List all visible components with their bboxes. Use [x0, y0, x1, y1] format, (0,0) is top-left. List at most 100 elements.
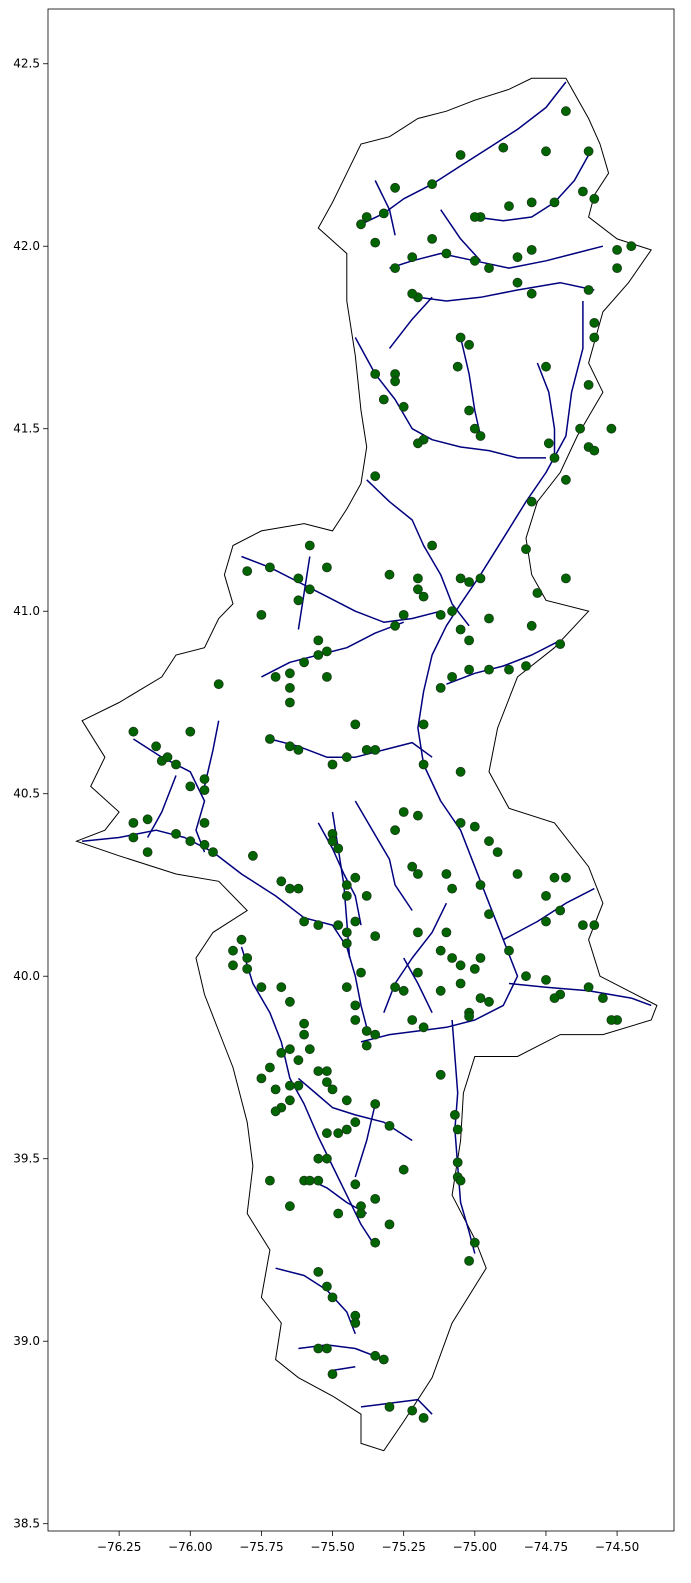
- gauge-point: [341, 752, 352, 763]
- gauge-point: [128, 832, 139, 843]
- x-tick-label: −75.75: [239, 1540, 283, 1554]
- gauge-point: [427, 540, 438, 551]
- gauge-point: [455, 978, 466, 989]
- gauge-point: [484, 836, 494, 847]
- gauge-point: [276, 982, 287, 993]
- gauge-point: [441, 869, 452, 879]
- gauge-point: [350, 1117, 361, 1128]
- gauge-point: [284, 1095, 295, 1106]
- gauge-point: [276, 1048, 287, 1058]
- gauge-point: [361, 745, 372, 755]
- gauge-point: [199, 818, 210, 828]
- gauge-point: [427, 233, 438, 244]
- gauge-point: [284, 996, 295, 1007]
- gauge-point: [492, 847, 503, 857]
- river-line: [502, 887, 595, 941]
- gauge-point: [455, 150, 466, 160]
- y-tick-label: 41.0: [13, 604, 40, 618]
- gauge-point: [441, 927, 452, 938]
- gauge-point: [455, 766, 466, 777]
- gauge-point: [128, 818, 139, 828]
- gauge-point: [541, 975, 551, 985]
- gauge-point: [390, 825, 401, 836]
- gauge-point: [418, 1413, 429, 1423]
- gauge-point: [284, 1080, 295, 1091]
- gauge-point: [418, 591, 429, 602]
- gauge-point: [171, 759, 181, 770]
- gauge-point: [236, 934, 247, 945]
- gauge-point: [256, 982, 267, 993]
- y-tick-label: 38.5: [13, 1517, 40, 1531]
- gauge-point: [455, 573, 466, 584]
- gauge-point: [498, 142, 509, 153]
- river-line: [241, 555, 441, 623]
- plot-frame: [47, 8, 675, 1532]
- gauge-point: [321, 672, 332, 682]
- river-line: [360, 81, 567, 225]
- gauge-point: [341, 927, 352, 938]
- gauge-point: [341, 1095, 352, 1106]
- gauge-point: [526, 244, 537, 255]
- gauge-point: [561, 474, 571, 485]
- gauge-point: [541, 146, 551, 157]
- gauge-point: [390, 182, 401, 193]
- gauge-point: [469, 1237, 480, 1248]
- gauge-point: [578, 186, 588, 197]
- gauge-point: [270, 1084, 281, 1095]
- gauge-point: [284, 1044, 295, 1055]
- gauge-point: [171, 829, 181, 839]
- gauge-point: [321, 1153, 332, 1164]
- gauge-point: [321, 1128, 332, 1139]
- gauge-point: [264, 1062, 275, 1073]
- gauge-point: [185, 726, 196, 737]
- x-axis: −76.25 −76.00 −75.75 −75.50 −75.25 −75.00 −74.…: [97, 1531, 639, 1554]
- gauge-point: [583, 982, 594, 993]
- gauge-point: [589, 317, 600, 328]
- gauge-point: [427, 179, 438, 190]
- gauge-point: [384, 1121, 395, 1131]
- gauge-point: [504, 945, 514, 956]
- gauge-point: [199, 785, 210, 795]
- river-line: [383, 902, 448, 1013]
- gauge-point: [228, 945, 238, 956]
- gauge-point: [350, 1179, 361, 1190]
- gauge-point: [370, 369, 381, 379]
- gauge-point: [521, 544, 531, 555]
- river-line: [374, 180, 396, 236]
- gauge-point: [327, 759, 338, 770]
- gauge-point: [242, 953, 253, 963]
- y-tick-label: 40.0: [13, 969, 40, 983]
- gauge-point: [512, 869, 523, 879]
- gauge-point: [370, 1099, 381, 1109]
- gauge-points: [128, 106, 637, 1423]
- gauge-point: [447, 606, 458, 617]
- gauge-point: [284, 883, 295, 894]
- gauge-point: [526, 496, 537, 507]
- river-line: [332, 1366, 356, 1372]
- gauge-point: [356, 219, 366, 230]
- gauge-point: [469, 821, 480, 832]
- gauge-point: [299, 1018, 310, 1029]
- gauge-point: [452, 1157, 463, 1168]
- gauge-point: [449, 1110, 460, 1120]
- gauge-point: [464, 405, 475, 416]
- river-line: [203, 720, 220, 787]
- gauge-point: [333, 1128, 344, 1139]
- gauge-point: [128, 726, 139, 737]
- gauge-point: [418, 1022, 429, 1033]
- x-tick-label: −76.25: [97, 1540, 141, 1554]
- gauge-point: [484, 996, 494, 1007]
- gauge-point: [256, 610, 267, 620]
- gauge-point: [321, 562, 332, 573]
- gauge-point: [469, 964, 480, 974]
- river-line: [297, 556, 311, 630]
- gauge-point: [484, 664, 494, 675]
- gauge-point: [264, 1175, 275, 1186]
- gauge-point: [390, 982, 401, 993]
- gauge-point: [484, 613, 494, 624]
- river-line: [146, 775, 177, 838]
- gauge-point: [390, 376, 401, 387]
- gauge-point: [583, 146, 594, 157]
- gauge-point: [475, 431, 486, 441]
- gauge-point: [264, 562, 275, 573]
